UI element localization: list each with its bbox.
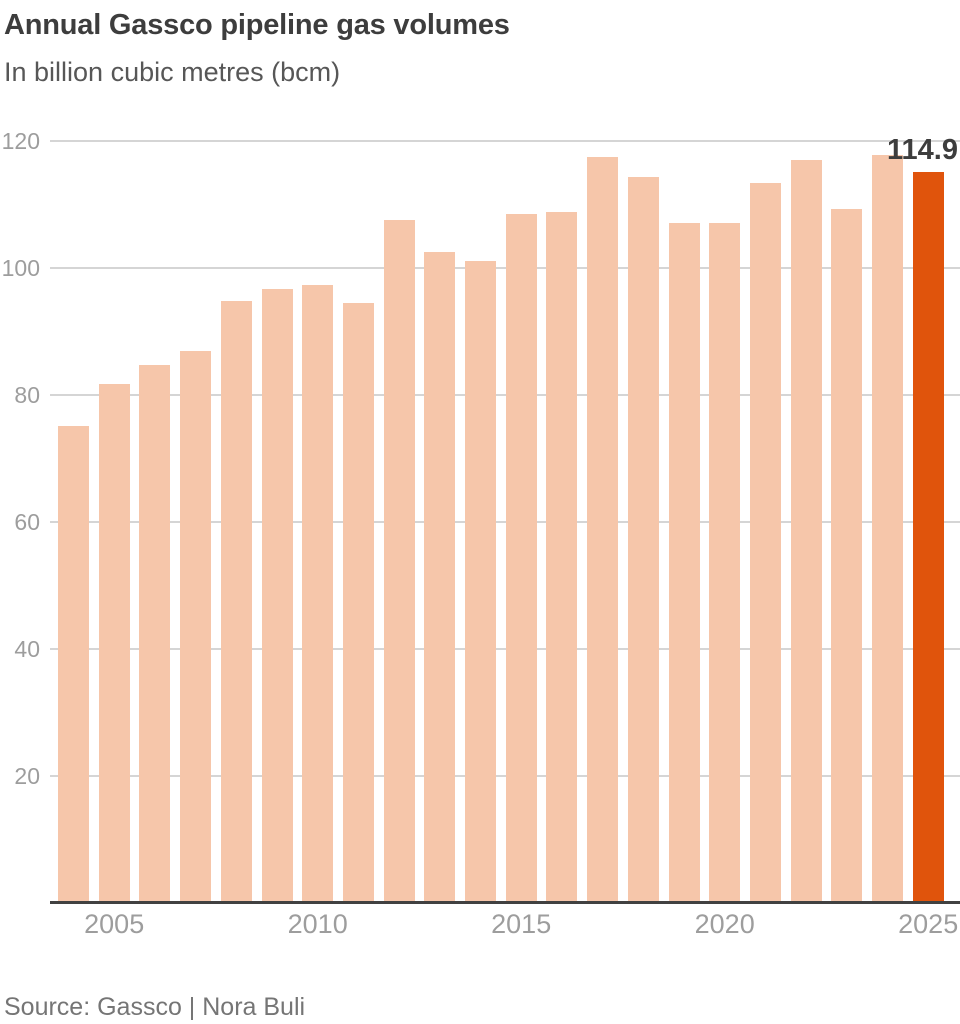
bar-2021 [749, 183, 781, 902]
bar-2023 [831, 209, 863, 902]
y-tick-label-40: 40 [14, 636, 40, 662]
source-credit: Source: Gassco | Nora Buli [4, 993, 306, 1021]
gridline-80 [50, 394, 960, 396]
bar-2015 [505, 214, 537, 902]
chart-subtitle: In billion cubic metres (bcm) [4, 57, 341, 87]
gridline-100 [50, 267, 960, 269]
bar-2008 [220, 301, 252, 902]
bar-2007 [180, 351, 212, 902]
bar-2020 [709, 223, 741, 902]
bar-series [50, 140, 960, 903]
bar-2006 [139, 364, 171, 902]
gridline-60 [50, 521, 960, 523]
highlight-value-label: 114.9 [887, 134, 958, 166]
bar-2005 [98, 384, 130, 902]
y-axis-labels: 20 40 60 80 100 120 [0, 128, 40, 903]
bar-2025 [912, 172, 944, 902]
x-tick-label-2025: 2025 [898, 909, 959, 939]
bar-2004 [58, 425, 89, 902]
y-tick-label-80: 80 [14, 382, 40, 408]
bar-2018 [627, 176, 659, 902]
bar-2012 [383, 220, 415, 902]
y-tick-label-100: 100 [1, 255, 40, 281]
chart-title: Annual Gassco pipeline gas volumes [4, 9, 510, 41]
y-tick-label-20: 20 [14, 763, 40, 789]
x-tick-label-2015: 2015 [491, 909, 552, 939]
gridline-120 [50, 140, 960, 142]
bar-2017 [587, 156, 619, 902]
x-tick-label-2010: 2010 [287, 909, 348, 939]
bar-2009 [261, 288, 293, 902]
bar-2022 [790, 159, 822, 902]
gridline-40 [50, 648, 960, 650]
bar-2010 [302, 284, 334, 902]
bar-2024 [872, 155, 903, 902]
bar-2011 [342, 303, 374, 902]
x-tick-label-2020: 2020 [694, 909, 755, 939]
bar-2019 [668, 223, 700, 902]
x-tick-label-2005: 2005 [84, 909, 145, 939]
x-axis-labels: 2005 2010 2015 2020 2025 [50, 908, 960, 948]
y-tick-label-120: 120 [1, 128, 40, 154]
x-axis-line [50, 901, 960, 904]
bar-2013 [424, 251, 456, 902]
gridline-20 [50, 775, 960, 777]
bar-2014 [465, 260, 496, 902]
gridlines [50, 140, 960, 903]
y-tick-label-60: 60 [14, 509, 40, 535]
bar-2016 [546, 212, 578, 902]
